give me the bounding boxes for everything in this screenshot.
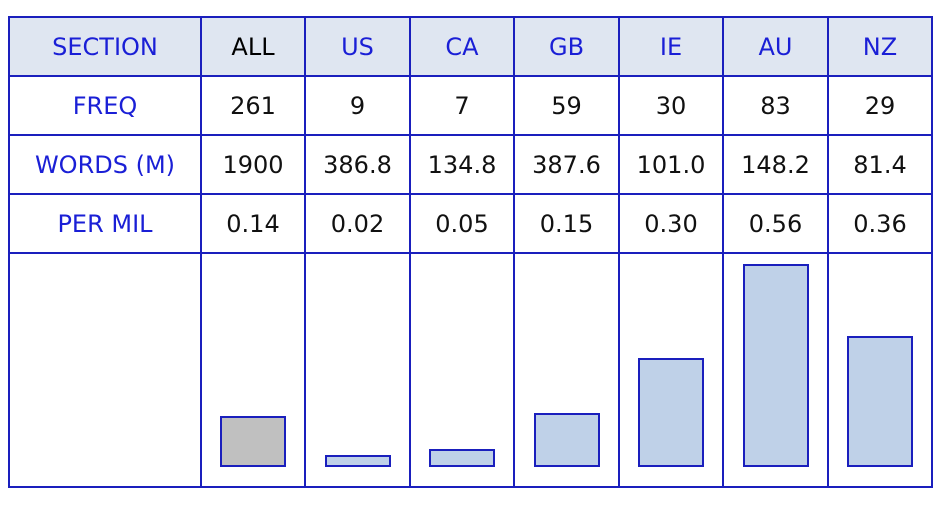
section-code-nz: NZ xyxy=(827,16,933,77)
bar-cell-nz xyxy=(827,252,933,488)
bar-nz xyxy=(847,336,913,467)
bar-cell-gb xyxy=(513,252,620,488)
section-row-label: SECTION xyxy=(8,16,202,77)
per-mil-value-au: 0.56 xyxy=(722,193,829,254)
bar-cell-us xyxy=(304,252,411,488)
section-code-ie: IE xyxy=(618,16,724,77)
bar-us xyxy=(324,455,391,467)
bar-all xyxy=(220,416,286,467)
words-value-au: 148.2 xyxy=(722,134,829,195)
words-value-all: 1900 xyxy=(200,134,306,195)
bar-cell-au xyxy=(722,252,829,488)
per-mil-value-ca: 0.05 xyxy=(409,193,515,254)
bar-cell-ca xyxy=(409,252,515,488)
words-value-ie: 101.0 xyxy=(618,134,724,195)
words-value-gb: 387.6 xyxy=(513,134,620,195)
freq-value-au: 83 xyxy=(722,75,829,136)
per-mil-value-us: 0.02 xyxy=(304,193,411,254)
frequency-table: SECTION ALL US CA GB IE AU NZ FREQ 261 9… xyxy=(8,16,933,488)
section-row: SECTION ALL US CA GB IE AU NZ xyxy=(8,16,933,77)
freq-row: FREQ 261 9 7 59 30 83 29 xyxy=(8,75,933,136)
bar-au xyxy=(742,264,809,467)
words-value-ca: 134.8 xyxy=(409,134,515,195)
per-mil-row: PER MIL 0.14 0.02 0.05 0.15 0.30 0.56 0.… xyxy=(8,193,933,254)
bar-row xyxy=(8,252,933,488)
freq-value-ie: 30 xyxy=(618,75,724,136)
per-mil-value-nz: 0.36 xyxy=(827,193,933,254)
per-mil-row-label: PER MIL xyxy=(8,193,202,254)
bar-ie xyxy=(638,358,704,467)
bar-cell-all xyxy=(200,252,306,488)
words-row-label: WORDS (M) xyxy=(8,134,202,195)
freq-value-us: 9 xyxy=(304,75,411,136)
freq-value-all: 261 xyxy=(200,75,306,136)
bar-cell-ie xyxy=(618,252,724,488)
bar-row-label-cell xyxy=(8,252,202,488)
section-code-gb: GB xyxy=(513,16,620,77)
freq-row-label: FREQ xyxy=(8,75,202,136)
words-value-us: 386.8 xyxy=(304,134,411,195)
freq-value-gb: 59 xyxy=(513,75,620,136)
bar-gb xyxy=(533,413,600,467)
words-row: WORDS (M) 1900 386.8 134.8 387.6 101.0 1… xyxy=(8,134,933,195)
freq-value-ca: 7 xyxy=(409,75,515,136)
section-code-ca: CA xyxy=(409,16,515,77)
per-mil-value-all: 0.14 xyxy=(200,193,306,254)
section-code-au: AU xyxy=(722,16,829,77)
per-mil-value-ie: 0.30 xyxy=(618,193,724,254)
bar-ca xyxy=(429,449,495,467)
section-code-all: ALL xyxy=(200,16,306,77)
per-mil-value-gb: 0.15 xyxy=(513,193,620,254)
section-code-us: US xyxy=(304,16,411,77)
words-value-nz: 81.4 xyxy=(827,134,933,195)
freq-value-nz: 29 xyxy=(827,75,933,136)
